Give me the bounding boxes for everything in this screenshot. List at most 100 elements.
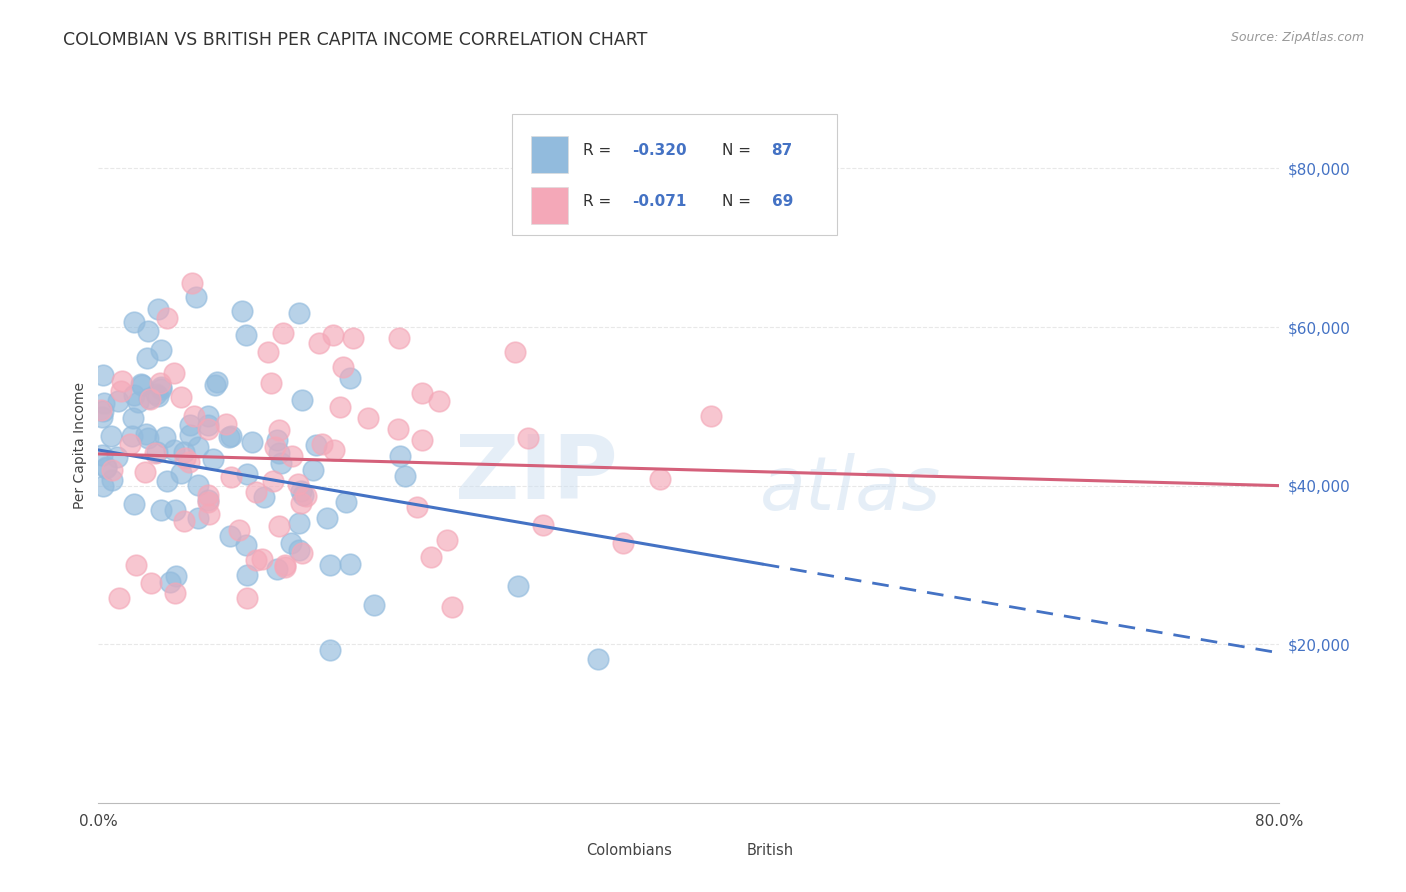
Point xyxy=(291,546,314,560)
Point xyxy=(260,376,283,391)
FancyBboxPatch shape xyxy=(546,838,576,863)
Point xyxy=(266,562,288,576)
Point xyxy=(287,542,309,557)
Point xyxy=(149,376,172,390)
Point xyxy=(270,457,292,471)
Point xyxy=(329,401,352,415)
Point xyxy=(235,591,257,606)
Point xyxy=(146,445,169,459)
Point xyxy=(319,643,342,657)
Point xyxy=(322,327,344,342)
Point xyxy=(121,411,143,425)
Point xyxy=(100,429,122,443)
Point xyxy=(245,553,267,567)
Point xyxy=(90,403,112,417)
Point xyxy=(274,558,297,572)
Point xyxy=(139,575,162,590)
Point xyxy=(335,495,357,509)
Point xyxy=(305,438,328,452)
Point xyxy=(107,450,129,465)
Point xyxy=(419,549,441,564)
Point xyxy=(91,448,114,462)
Point xyxy=(253,490,276,504)
Point xyxy=(290,496,312,510)
Point xyxy=(387,422,409,436)
Point xyxy=(146,389,169,403)
Text: COLOMBIAN VS BRITISH PER CAPITA INCOME CORRELATION CHART: COLOMBIAN VS BRITISH PER CAPITA INCOME C… xyxy=(63,31,648,49)
Point xyxy=(267,445,290,459)
Point xyxy=(394,469,416,483)
Point xyxy=(136,324,159,338)
Point xyxy=(250,552,273,566)
Point xyxy=(94,460,117,475)
Point xyxy=(388,331,411,345)
Point xyxy=(179,455,201,469)
Point xyxy=(280,536,302,550)
Point xyxy=(202,451,225,466)
Point xyxy=(236,467,259,481)
FancyBboxPatch shape xyxy=(530,187,568,224)
Text: 87: 87 xyxy=(772,143,793,158)
Point xyxy=(287,477,309,491)
Point xyxy=(129,376,152,391)
Point xyxy=(163,443,186,458)
Point xyxy=(184,289,207,303)
Point xyxy=(235,538,257,552)
Point xyxy=(228,523,250,537)
Point xyxy=(197,495,219,509)
Point xyxy=(648,472,671,486)
Point xyxy=(264,440,287,454)
Point xyxy=(174,450,197,465)
Point xyxy=(111,375,134,389)
Point xyxy=(197,488,219,502)
Point xyxy=(187,510,209,524)
Point xyxy=(332,360,354,375)
Point xyxy=(291,393,314,408)
Point xyxy=(288,516,311,531)
Point xyxy=(121,429,143,443)
Point xyxy=(155,430,177,444)
Point xyxy=(149,343,172,357)
Point xyxy=(90,410,112,425)
Point xyxy=(108,591,131,606)
Point xyxy=(231,304,253,318)
Point xyxy=(163,586,186,600)
Point xyxy=(302,463,325,477)
Point xyxy=(163,366,186,380)
Point xyxy=(269,423,291,437)
Point xyxy=(267,518,290,533)
Point xyxy=(218,529,240,543)
Point xyxy=(107,393,129,408)
Point xyxy=(136,351,159,366)
Point xyxy=(179,428,201,442)
Point xyxy=(274,560,297,574)
FancyBboxPatch shape xyxy=(707,838,737,863)
Point xyxy=(136,431,159,445)
Text: -0.320: -0.320 xyxy=(633,143,688,158)
Point xyxy=(183,409,205,423)
Point xyxy=(517,431,540,445)
Point xyxy=(143,446,166,460)
Point xyxy=(146,302,169,317)
Point xyxy=(411,385,433,400)
Point xyxy=(205,375,228,389)
Point xyxy=(245,484,267,499)
Point xyxy=(101,474,124,488)
Point xyxy=(173,514,195,528)
Point xyxy=(218,430,240,444)
Point xyxy=(93,395,115,409)
Point xyxy=(204,378,226,392)
Point xyxy=(110,384,132,399)
Point xyxy=(91,479,114,493)
Point xyxy=(179,417,201,432)
Point xyxy=(257,345,280,359)
Point xyxy=(156,474,179,488)
Point xyxy=(135,427,157,442)
Text: N =: N = xyxy=(723,194,756,210)
Point xyxy=(156,311,179,326)
Point xyxy=(281,449,304,463)
Point xyxy=(187,478,209,492)
Point xyxy=(235,328,257,343)
Point xyxy=(531,518,554,533)
Text: -0.071: -0.071 xyxy=(633,194,686,210)
